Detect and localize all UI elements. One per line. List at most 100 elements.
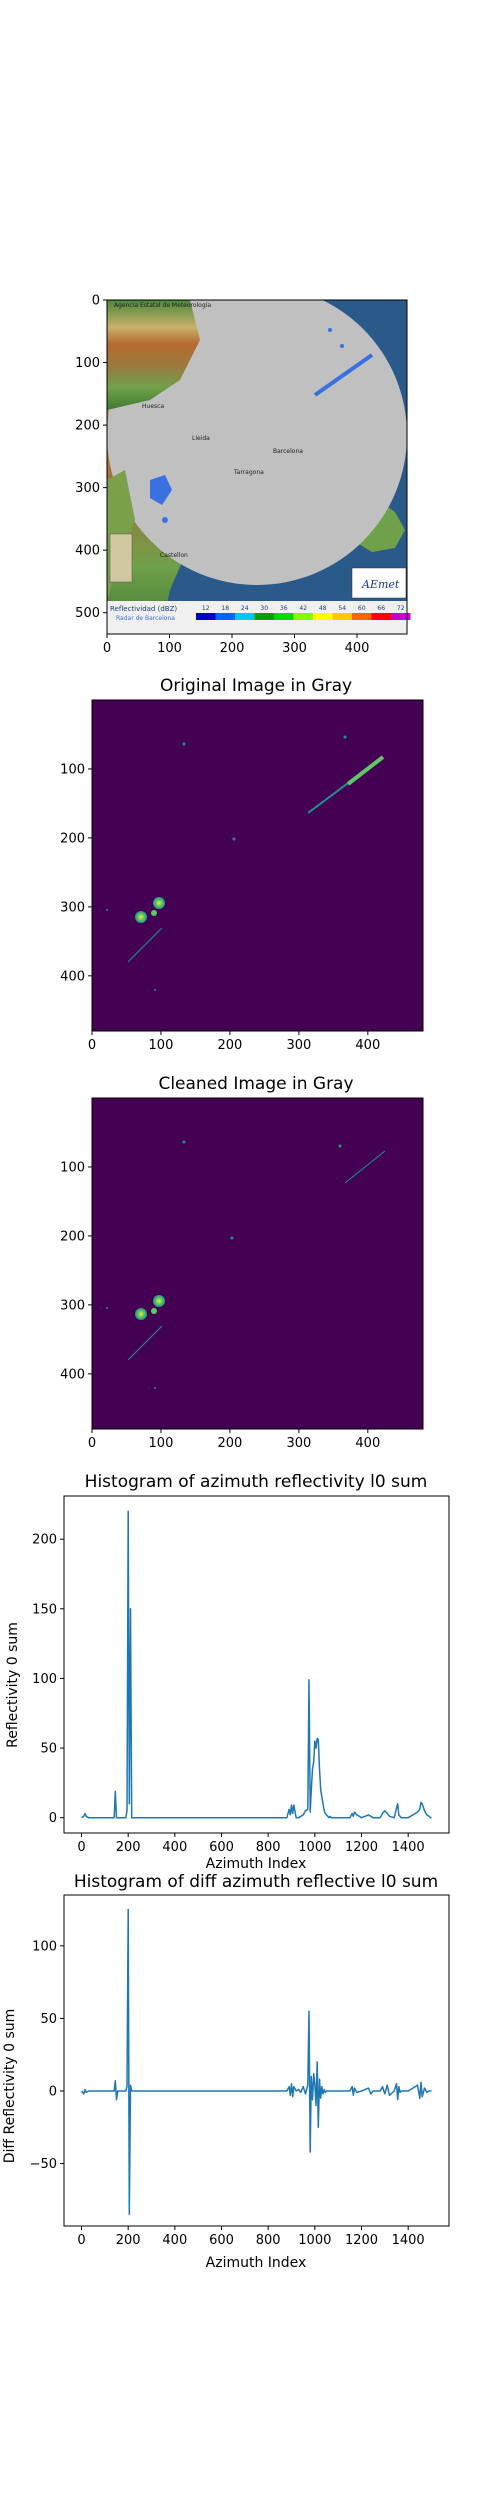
- chart-title: Histogram of diff azimuth reflective l0 …: [74, 1872, 438, 1892]
- tick-label: 400: [345, 641, 370, 656]
- heatmap-blob: [135, 911, 147, 923]
- tick-label: 200: [60, 831, 85, 846]
- city-label: Castellon: [160, 552, 188, 559]
- colorbar-value-label: 66: [377, 605, 385, 612]
- tick-label: 300: [286, 1038, 311, 1053]
- city-label: Lleida: [192, 435, 210, 442]
- y-axis-label: Reflectivity 0 sum: [5, 1622, 21, 1748]
- colorbar-value-label: 24: [241, 605, 249, 612]
- tick-label: 100: [60, 1160, 85, 1175]
- tick-label: 0: [92, 294, 100, 309]
- tick-label: 600: [209, 2233, 234, 2248]
- colorbar-swatch: [371, 613, 391, 620]
- tick-label: 400: [60, 1367, 85, 1382]
- tick-label: 1000: [298, 2233, 331, 2248]
- heatmap-dot: [338, 1144, 342, 1148]
- aemet-logo: AEmet: [361, 578, 400, 591]
- plot-area: 0 200 400 600 800 1000 1200 1400 −50 0 50 100: [30, 1908, 432, 2248]
- tick-label: 100: [75, 356, 100, 371]
- tick-label: 400: [162, 2233, 187, 2248]
- colorbar-swatch: [293, 613, 313, 620]
- tick-label: 300: [282, 641, 307, 656]
- heatmap-streak-faint: [344, 1150, 386, 1184]
- y-ticks: 100 200 300 400: [60, 1160, 92, 1382]
- colorbar-swatch: [196, 613, 216, 620]
- tick-label: 200: [220, 641, 245, 656]
- reflectivity-legend-title: Reflectividad (dBZ): [110, 605, 177, 613]
- tick-label: 1400: [392, 2233, 425, 2248]
- tick-label: 300: [60, 900, 85, 915]
- heatmap-blob: [151, 910, 157, 916]
- tick-label: 100: [32, 1672, 57, 1687]
- aemet-logo-box: [351, 567, 407, 599]
- heatmap-frame: [91, 1097, 424, 1430]
- tick-label: 1200: [345, 2233, 378, 2248]
- chart-title: Original Image in Gray: [160, 676, 352, 696]
- cleaned-image-panel: Cleaned Image in Gray 0 100 200 300 400 100 2…: [60, 1074, 424, 1451]
- tick-label: 50: [40, 2012, 57, 2027]
- tick-label: 400: [60, 969, 85, 984]
- x-ticks: 0 100 200 300 400: [88, 1031, 380, 1053]
- colorbar-value-label: 72: [397, 605, 405, 612]
- map-frame: [106, 299, 408, 635]
- map-x-ticks: 0 100 200 300 400: [103, 634, 370, 656]
- tick-label: 100: [149, 1038, 174, 1053]
- colorbar-swatch: [332, 613, 352, 620]
- tick-label: 200: [75, 419, 100, 434]
- tick-label: 150: [32, 1602, 57, 1617]
- colorbar-value-label: 36: [280, 605, 288, 612]
- radar-echo-dot: [340, 344, 344, 348]
- tick-label: 1400: [392, 1840, 425, 1855]
- chart-title: Histogram of azimuth reflectivity l0 sum: [85, 1472, 428, 1492]
- tick-label: 0: [49, 2084, 57, 2099]
- tick-label: 0: [88, 1038, 96, 1053]
- tick-label: 100: [32, 1939, 57, 1954]
- series-line: [81, 1510, 432, 1819]
- reflectivity-legend-subtitle: Radar de Barcelona: [116, 615, 175, 622]
- y-axis-label: Diff Reflectivity 0 sum: [2, 2009, 18, 2164]
- colorbar-value-label: 18: [221, 605, 229, 612]
- tick-label: 0: [103, 641, 111, 656]
- heatmap-dot: [106, 909, 108, 911]
- x-axis-label: Azimuth Index: [206, 1856, 307, 1872]
- x-ticks: 0 100 200 300 400: [88, 1429, 380, 1451]
- colorbar-swatch: [391, 613, 411, 620]
- colorbar-swatch: [254, 613, 274, 620]
- tick-label: 0: [77, 1840, 85, 1855]
- heatmap-blob: [153, 1295, 165, 1307]
- histogram-sum-panel: Histogram of azimuth reflectivity l0 sum…: [5, 1472, 450, 1872]
- map-header-text: Agencia Estatal de Meteorología: [114, 302, 211, 309]
- tick-label: 100: [157, 641, 182, 656]
- heatmap-dot: [230, 1236, 234, 1240]
- tick-label: 200: [116, 2233, 141, 2248]
- tick-label: 200: [60, 1229, 85, 1244]
- tick-label: 400: [162, 1840, 187, 1855]
- tick-label: 400: [355, 1038, 380, 1053]
- city-label: Barcelona: [273, 448, 303, 455]
- colorbar-swatch: [215, 613, 235, 620]
- radar-echo-cluster: [150, 475, 172, 505]
- colorbar-swatch: [352, 613, 372, 620]
- tick-label: 200: [116, 1840, 141, 1855]
- tick-label: 0: [88, 1436, 96, 1451]
- tick-label: 300: [75, 481, 100, 496]
- radar-map-panel: Agencia Estatal de Meteorología Huesca L…: [75, 294, 411, 656]
- radar-echo-dot: [162, 517, 168, 523]
- series-line: [80, 1908, 432, 2216]
- heatmap-blob: [151, 1308, 157, 1314]
- colorbar-value-label: 30: [260, 605, 268, 612]
- tick-label: 400: [355, 1436, 380, 1451]
- heatmap-dot: [154, 1387, 156, 1389]
- heatmap-blob: [135, 1308, 147, 1320]
- heatmap-blob: [153, 897, 165, 909]
- heatmap-dot: [182, 1140, 186, 1144]
- map-y-ticks: 0 100 200 300 400 500: [75, 294, 107, 621]
- tick-label: 800: [256, 2233, 281, 2248]
- tick-label: 400: [75, 544, 100, 559]
- colorbar-swatch: [313, 613, 333, 620]
- tick-label: 200: [32, 1533, 57, 1548]
- heatmap-frame: [91, 699, 424, 1032]
- colorbar-swatch: [235, 613, 255, 620]
- tick-label: 1000: [298, 1840, 331, 1855]
